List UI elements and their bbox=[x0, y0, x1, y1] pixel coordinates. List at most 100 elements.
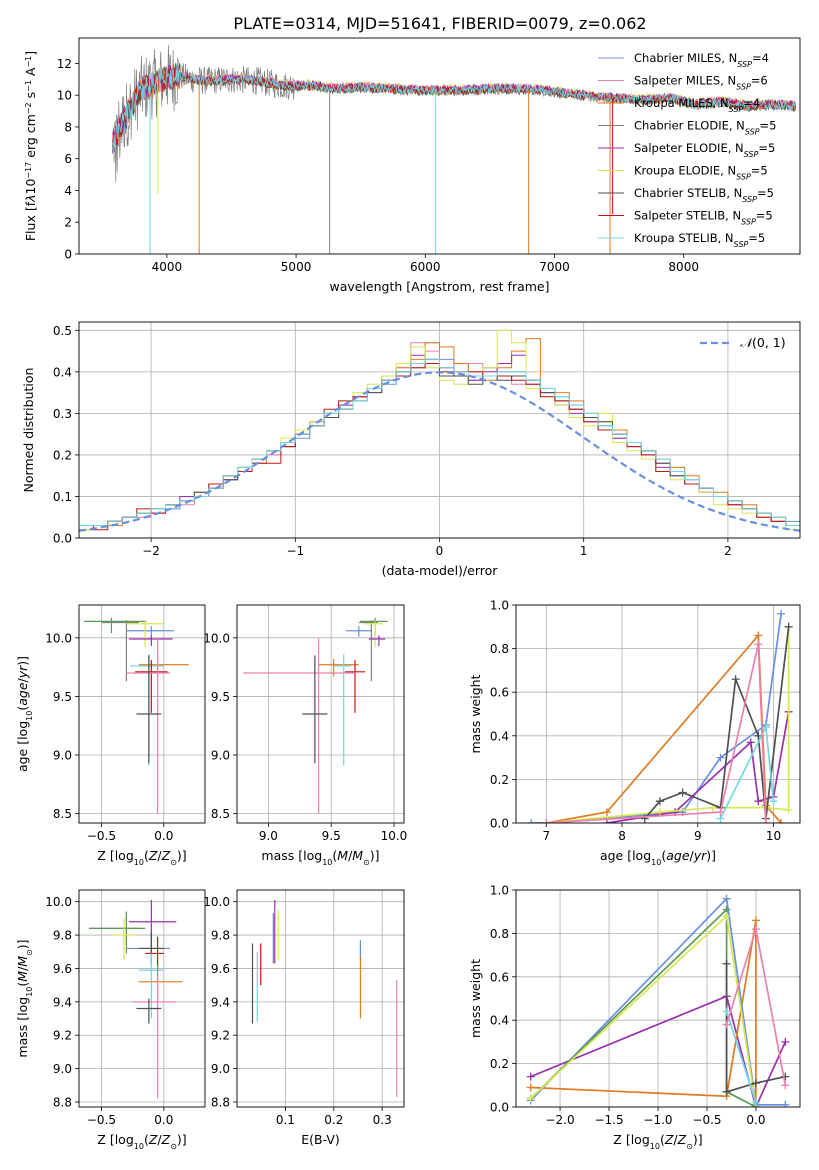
errorbar bbox=[368, 635, 386, 647]
y-tick-label: 2 bbox=[64, 216, 72, 230]
x-axis-label: Z [log10(Z/Z⊙)] bbox=[97, 848, 186, 867]
weight-marker bbox=[781, 1081, 790, 1090]
y-tick-label: 9.2 bbox=[53, 1029, 72, 1043]
y-axis-label: mass weight bbox=[468, 674, 483, 753]
y-tick-label: 12 bbox=[57, 57, 72, 71]
weight-marker bbox=[754, 640, 763, 649]
y-tick-label: 8 bbox=[64, 120, 72, 134]
plot-area-weight-vs-age bbox=[527, 609, 793, 823]
x-axis-label: wavelength [Angstrom, rest frame] bbox=[329, 279, 549, 294]
axes-frame bbox=[515, 889, 801, 1108]
axes-frame bbox=[236, 604, 405, 824]
plot-area-age-vs-z bbox=[83, 617, 189, 814]
weight-marker bbox=[526, 1083, 535, 1092]
legend-label: Salpeter MILES, NSSP=6 bbox=[634, 74, 768, 92]
spectrum-legend: Chabrier MILES, NSSP=4 Salpeter MILES, NS… bbox=[598, 51, 776, 249]
weight-marker bbox=[722, 894, 731, 903]
x-axis-label: Z [log10(Z/Z⊙)] bbox=[97, 1132, 186, 1151]
x-tick-label: 9.5 bbox=[322, 829, 341, 843]
y-tick-label: 9.4 bbox=[53, 995, 72, 1009]
y-tick-label: 1.0 bbox=[490, 884, 509, 898]
weight-marker bbox=[602, 808, 611, 817]
x-tick-label: 7 bbox=[542, 829, 550, 843]
y-tick-label: 0.1 bbox=[53, 490, 72, 504]
weight-marker bbox=[602, 819, 611, 823]
weight-marker bbox=[526, 1094, 535, 1103]
plot-area-weight-vs-z bbox=[526, 894, 790, 1107]
x-tick-label: 7000 bbox=[539, 260, 570, 274]
errorbar bbox=[132, 976, 177, 1099]
errorbar bbox=[126, 621, 164, 648]
plot-area-mass-vs-z bbox=[88, 900, 183, 1099]
errorbar bbox=[128, 635, 173, 647]
weight-marker bbox=[655, 797, 664, 806]
y-tick-label: 0.8 bbox=[490, 927, 509, 941]
weight-marker bbox=[761, 723, 770, 732]
weight-marker bbox=[751, 916, 760, 925]
y-tick-label: 6 bbox=[64, 152, 72, 166]
plot-area-residuals bbox=[79, 329, 800, 538]
weight-marker bbox=[526, 1072, 535, 1081]
weight-marker bbox=[655, 808, 664, 817]
y-axis-label: Normed distribution bbox=[21, 368, 36, 493]
errorbar bbox=[346, 626, 372, 637]
x-tick-label: 9.0 bbox=[259, 829, 278, 843]
weight-marker bbox=[731, 675, 740, 684]
legend-label: Chabrier ELODIE, NSSP=5 bbox=[634, 119, 776, 137]
x-tick-label: 4000 bbox=[152, 260, 183, 274]
axes-frame bbox=[78, 889, 206, 1108]
weight-marker bbox=[754, 797, 763, 806]
y-tick-label: 0.3 bbox=[53, 407, 72, 421]
axes-mass-vs-ebv: 0.1 0.2 0.3 8.8 9.0 9.2 9.4 9.6 9.8 10.0 E(B-V) bbox=[203, 890, 404, 1147]
y-tick-label: 1.0 bbox=[490, 599, 509, 613]
weight-marker bbox=[777, 819, 786, 823]
weight-marker bbox=[761, 819, 770, 823]
normal-curve bbox=[79, 371, 800, 532]
y-tick-label: 8.5 bbox=[53, 807, 72, 821]
weight-marker bbox=[781, 1072, 790, 1081]
legend-label: Salpeter ELODIE, NSSP=5 bbox=[634, 141, 775, 159]
weight-marker bbox=[527, 819, 536, 823]
x-tick-label: 0.0 bbox=[154, 1113, 173, 1127]
axes-spectrum: 4000 5000 6000 7000 8000 0 2 4 6 8 10 12 wavelength … bbox=[23, 51, 699, 294]
y-tick-label: 9.5 bbox=[53, 690, 72, 704]
y-tick-label: 0.6 bbox=[490, 686, 509, 700]
legend-label: Chabrier STELIB, NSSP=5 bbox=[634, 186, 774, 204]
x-tick-label: 0.1 bbox=[276, 1113, 295, 1127]
weight-marker bbox=[722, 912, 731, 921]
y-axis-label: mass weight bbox=[468, 959, 483, 1038]
weight-marker bbox=[769, 797, 778, 806]
errorbar bbox=[101, 620, 139, 682]
x-tick-label: −0.5 bbox=[87, 1113, 116, 1127]
weight-series bbox=[725, 1011, 757, 1103]
weight-series bbox=[530, 995, 787, 1107]
weight-marker bbox=[678, 788, 687, 797]
y-tick-label: 0.8 bbox=[490, 642, 509, 656]
errorbar bbox=[135, 660, 168, 713]
y-tick-label: 8.8 bbox=[211, 1095, 230, 1109]
weight-marker bbox=[751, 1079, 760, 1088]
axes-frame bbox=[78, 37, 801, 255]
residuals-legend: 𝒩(0, 1) bbox=[700, 335, 786, 350]
weight-marker bbox=[542, 819, 551, 823]
weight-series bbox=[546, 626, 790, 823]
y-tick-label: 0.0 bbox=[490, 817, 509, 831]
figure-title: PLATE=0314, MJD=51641, FIBERID=0079, z=0… bbox=[233, 14, 646, 33]
y-tick-label: 9.2 bbox=[211, 1029, 230, 1043]
errorbar bbox=[83, 617, 147, 634]
axes-frame bbox=[236, 889, 405, 1108]
y-tick-label: 10.0 bbox=[203, 895, 230, 909]
histogram-series bbox=[79, 358, 800, 538]
weight-marker bbox=[754, 631, 763, 640]
axes-weight-vs-z: −2.0 −1.5 −1.0 −0.5 0.0 0.0 0.2 0.4 0.6 0.8 1.0 Z [… bbox=[468, 884, 800, 1151]
y-tick-label: 9.0 bbox=[53, 749, 72, 763]
y-tick-label: 0.4 bbox=[490, 1014, 509, 1028]
x-tick-label: 8000 bbox=[668, 260, 699, 274]
weight-series bbox=[606, 711, 790, 823]
spectrum-line bbox=[112, 67, 796, 153]
y-tick-label: 9.6 bbox=[211, 962, 230, 976]
axes-frame bbox=[78, 321, 801, 539]
y-tick-label: 0.2 bbox=[490, 773, 509, 787]
